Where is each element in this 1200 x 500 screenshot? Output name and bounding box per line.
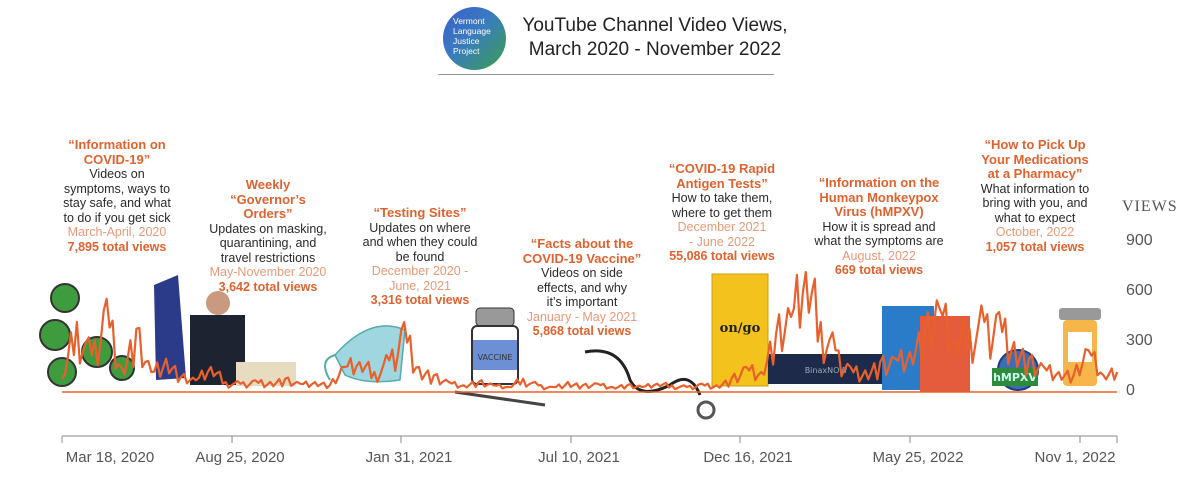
- y-tick-label: 900: [1126, 232, 1153, 249]
- title-divider: [438, 74, 774, 75]
- title-line-2: March 2020 - November 2022: [528, 39, 782, 60]
- y-tick-label: 0: [1126, 382, 1135, 399]
- annotation-monkeypox: “Information on the Human Monkeypox Viru…: [814, 175, 944, 277]
- virus-icon: [39, 283, 135, 387]
- logo: Vermont Language Justice Project: [443, 7, 506, 70]
- title-line-1: YouTube Channel Video Views,: [522, 15, 788, 36]
- series-line: [61, 270, 1119, 391]
- page-title: YouTube Channel Video Views, March 2020 …: [505, 14, 805, 62]
- y-axis-title: VIEWS: [1122, 198, 1178, 215]
- x-tick-label: May 25, 2022: [872, 449, 964, 466]
- annotation-testing-sites: “Testing Sites” Updates on where and whe…: [362, 205, 478, 307]
- x-tick-label: Nov 1, 2022: [1034, 449, 1116, 466]
- svg-text:VACCINE: VACCINE: [478, 353, 513, 362]
- y-tick-label: 300: [1126, 332, 1153, 349]
- x-tick-label: Mar 18, 2020: [65, 449, 155, 466]
- annotation-covid-vaccine: “Facts about the COVID-19 Vaccine” Video…: [522, 236, 642, 338]
- vaccine-vial-icon: VACCINE: [454, 307, 546, 407]
- stethoscope-icon: [584, 349, 716, 420]
- x-tick-label: Jan 31, 2021: [365, 449, 453, 466]
- x-tick-label: Jul 10, 2021: [538, 449, 620, 466]
- pill-bottle-icon: [1059, 308, 1101, 386]
- svg-text:hMPXV: hMPXV: [993, 371, 1037, 384]
- x-tick-label: Dec 16, 2021: [703, 449, 793, 466]
- annotation-pharmacy: “How to Pick Up Your Medications at a Ph…: [980, 137, 1090, 254]
- annotation-information-covid: “Information on COVID-19” Videos on symp…: [63, 137, 171, 254]
- x-tick-label: Aug 25, 2020: [195, 449, 285, 466]
- svg-text:BinaxNOW: BinaxNOW: [805, 366, 848, 375]
- y-tick-label: 600: [1126, 282, 1153, 299]
- svg-text:on/go: on/go: [720, 321, 761, 336]
- annotation-rapid-antigen-tests: “COVID-19 Rapid Antigen Tests” How to ta…: [668, 161, 776, 263]
- annotation-governors-orders: Weekly “Governor’s Orders” Updates on ma…: [209, 177, 327, 294]
